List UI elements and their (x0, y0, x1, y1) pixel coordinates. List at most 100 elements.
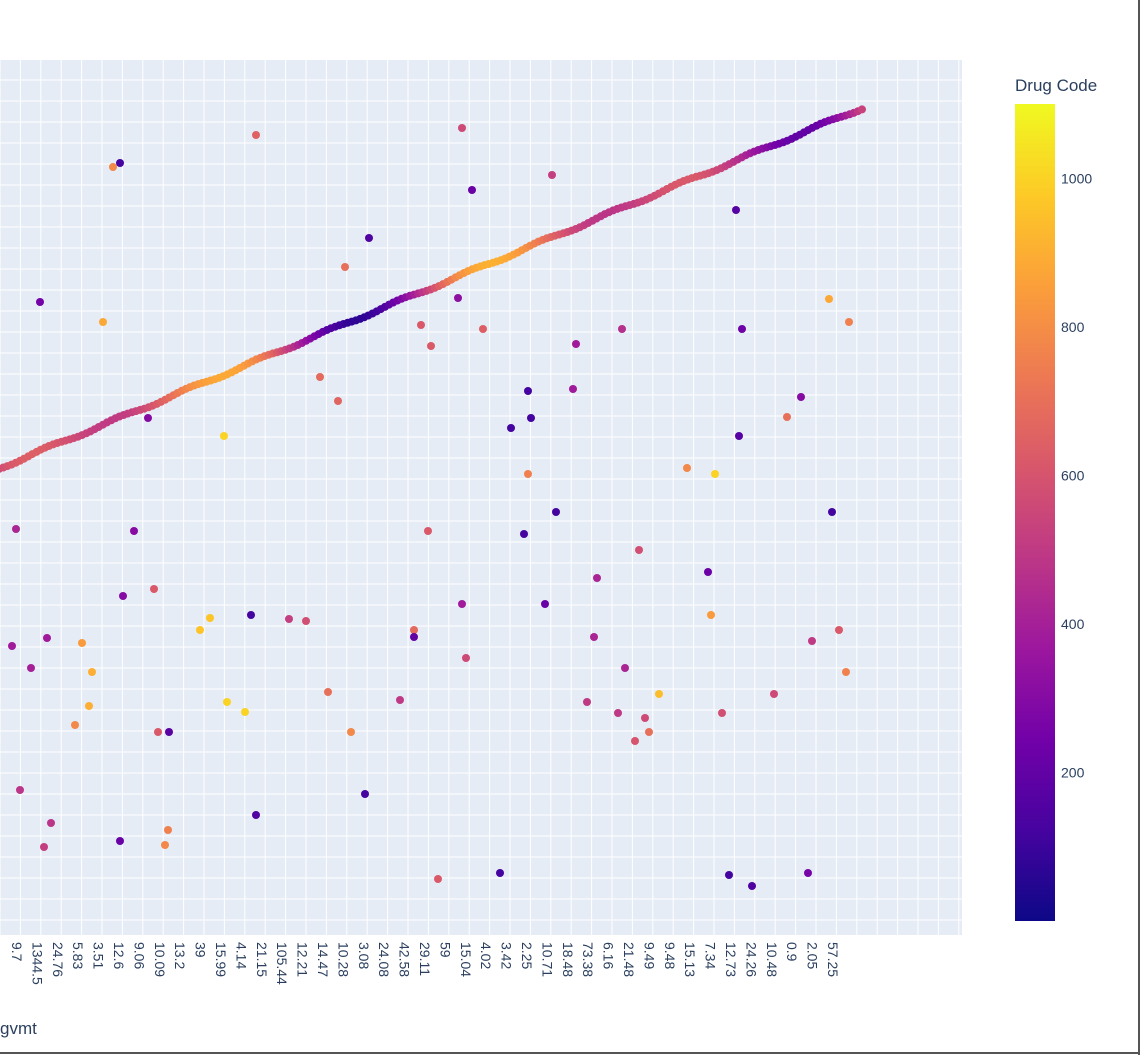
scatter-point (109, 163, 117, 171)
x-tick-label: 18.48 (560, 942, 576, 977)
scatter-point (655, 690, 663, 698)
scatter-point (154, 728, 162, 736)
x-tick-label: 12.21 (295, 942, 311, 977)
scatter-point (164, 826, 172, 834)
colorbar-tick-label: 400 (1061, 616, 1085, 632)
colorbar-tick-label: 600 (1061, 467, 1085, 483)
x-tick-label: 15.99 (213, 942, 229, 977)
scatter-point (618, 325, 626, 333)
x-tick-label: 9.49 (641, 942, 657, 969)
x-tick-label: 1344.5 (29, 942, 45, 985)
colorbar-tick-label: 1000 (1061, 170, 1092, 186)
scatter-point (88, 668, 96, 676)
scatter-point (593, 574, 601, 582)
colorbar-tick-labels: 200 400 600 800 1000 (1061, 170, 1092, 780)
x-tick-label: 9.06 (131, 942, 147, 969)
scatter-point (196, 626, 204, 634)
diagonal-point-series (0, 105, 866, 473)
scatter-point (71, 721, 79, 729)
scatter-point (732, 206, 740, 214)
x-tick-label: 10.48 (764, 942, 780, 977)
frame-bottom-edge (0, 1052, 1140, 1054)
scatter-point (458, 600, 466, 608)
scatter-point (835, 626, 843, 634)
x-tick-label: 6.16 (601, 942, 617, 969)
x-tick-label: 2.05 (805, 942, 821, 969)
scatter-point (347, 728, 355, 736)
scatter-point (718, 709, 726, 717)
scatter-point (144, 414, 152, 422)
x-tick-label: 7.34 (703, 942, 719, 969)
scatter-point (783, 413, 791, 421)
x-tick-label: 2.25 (519, 942, 535, 969)
scatter-point (590, 633, 598, 641)
scatter-point (8, 642, 16, 650)
scatter-point (85, 702, 93, 710)
scatter-point (417, 321, 425, 329)
scatter-point (410, 626, 418, 634)
scatter-point (27, 664, 35, 672)
x-tick-label: 42.58 (397, 942, 413, 977)
scatter-point (842, 668, 850, 676)
colorbar-tick-label: 800 (1061, 319, 1085, 335)
x-tick-label: 13.2 (172, 942, 188, 969)
scatter-point (116, 837, 124, 845)
scatter-point (119, 592, 127, 600)
scatter-point (241, 708, 249, 716)
scatter-point (527, 414, 535, 422)
scatter-point (797, 393, 805, 401)
x-tick-label: 73.38 (580, 942, 596, 977)
scatter-point (735, 432, 743, 440)
scatter-point (434, 875, 442, 883)
scatter-point (621, 664, 629, 672)
x-tick-label: 21.15 (254, 942, 270, 977)
colorbar-title: Drug Code (1015, 76, 1097, 95)
scatter-point (468, 186, 476, 194)
x-tick-label: 29.11 (417, 942, 433, 976)
scatter-point (47, 819, 55, 827)
scatter-point (285, 615, 293, 623)
x-tick-label: 15.04 (458, 942, 474, 977)
scatter-point (704, 568, 712, 576)
scatter-point (808, 637, 816, 645)
scatter-point (507, 424, 515, 432)
plot-background (0, 60, 962, 935)
scatter-point (130, 527, 138, 535)
x-tick-label: 0.9 (784, 942, 800, 962)
x-tick-label: 21.48 (621, 942, 637, 977)
x-tick-label: 59 (437, 942, 453, 958)
x-tick-label: 12.6 (111, 942, 127, 969)
scatter-point (552, 508, 560, 516)
frame-right-edge (1138, 0, 1140, 1055)
scatter-point (365, 234, 373, 242)
x-tick-label: 5.83 (70, 942, 86, 969)
colorbar (1015, 104, 1055, 921)
scatter-point (738, 325, 746, 333)
scatter-point (165, 728, 173, 736)
scatter-point (804, 869, 812, 877)
scatter-point (396, 696, 404, 704)
scatter-point (334, 397, 342, 405)
x-tick-label: 9.48 (662, 942, 678, 969)
scatter-point (206, 614, 214, 622)
x-tick-label: 15.13 (682, 942, 698, 977)
scatter-point (116, 159, 124, 167)
scatter-point (541, 600, 549, 608)
scatter-point (458, 124, 466, 132)
scatter-point (16, 786, 24, 794)
scatter-point (247, 611, 255, 619)
x-tick-label: 9.7 (9, 942, 25, 962)
scatter-point (858, 105, 866, 114)
scatter-point (569, 385, 577, 393)
scatter-point (410, 633, 418, 641)
x-tick-label: 24.26 (743, 942, 759, 977)
x-tick-label: 14.47 (315, 942, 331, 977)
x-axis-title: gvmt (0, 1019, 37, 1038)
x-tick-label: 10.71 (539, 942, 555, 977)
scatter-point (683, 464, 691, 472)
x-axis-tick-labels: 9.7 1344.5 24.76 5.83 3.51 12.6 9.06 10.09 13.2 3… (9, 942, 841, 985)
x-tick-label: 4.02 (478, 942, 494, 969)
scatter-point (711, 470, 719, 478)
x-tick-label: 57.25 (825, 942, 841, 977)
